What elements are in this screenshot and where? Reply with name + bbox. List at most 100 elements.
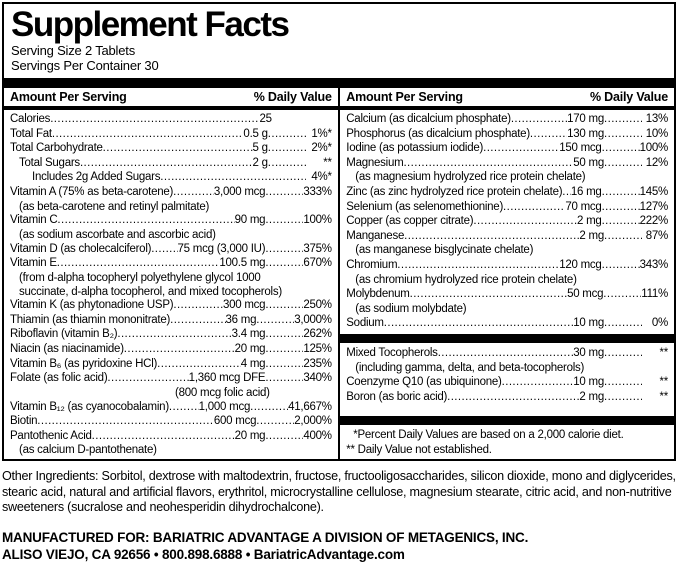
nutrient-detail-note: (as sodium ascorbate and ascorbic acid) bbox=[19, 228, 216, 241]
dot-leader bbox=[52, 127, 244, 142]
dot-leader bbox=[151, 242, 177, 257]
nutrient-row: Selenium (as selenomethionine) 70 mcg 127% bbox=[346, 200, 668, 215]
facts-column-left: Amount Per Serving % Daily Value Calorie… bbox=[4, 88, 338, 459]
nutrient-row: Zinc (as zinc hydrolyzed rice protein ch… bbox=[346, 185, 668, 200]
daily-value-percent: 235% bbox=[303, 357, 332, 370]
nutrient-detail-note: (as chromium hydrolyzed rice protein che… bbox=[355, 273, 577, 286]
dot-leader bbox=[103, 141, 253, 156]
dot-leader bbox=[157, 357, 241, 372]
dot-leader bbox=[265, 357, 303, 372]
servings-per-container-line: Servings Per Container 30 bbox=[11, 57, 159, 73]
dot-leader bbox=[602, 185, 640, 200]
nutrient-detail-note: (from d-alpha tocopheryl polyethylene gl… bbox=[19, 271, 261, 284]
nutrient-row: Molybdenum 50 mcg 111% bbox=[346, 287, 668, 302]
dot-leader bbox=[265, 256, 303, 271]
nutrient-amount: 130 mg bbox=[567, 127, 604, 140]
nutrient-row: Calories 25 bbox=[10, 112, 332, 127]
nutrient-name: Folate (as folic acid) bbox=[10, 372, 108, 385]
nutrient-row: Includes 2g Added Sugars 4%* bbox=[10, 170, 332, 185]
facts-column-right: Amount Per Serving % Daily Value Calcium… bbox=[340, 88, 674, 459]
daily-value-header: % Daily Value bbox=[253, 90, 332, 104]
daily-value-percent: 340% bbox=[303, 372, 332, 385]
nutrient-detail-note: (including gamma, delta, and beta-tocoph… bbox=[355, 361, 585, 374]
nutrient-name: Riboflavin (vitamin B₂) bbox=[10, 328, 118, 341]
daily-value-percent: 125% bbox=[303, 343, 332, 355]
nutrient-amount: 600 mcg bbox=[213, 415, 257, 428]
nutrient-amount: 170 mg bbox=[567, 113, 604, 125]
dot-leader bbox=[604, 229, 642, 244]
dot-leader bbox=[268, 141, 306, 156]
daily-value-header: % Daily Value bbox=[590, 90, 668, 104]
nutrient-name: Vitamin A (75% as beta-carotene) bbox=[10, 185, 174, 198]
daily-value-percent: 0% bbox=[651, 317, 668, 330]
nutrient-name: Sodium bbox=[346, 317, 384, 330]
nutrient-row: Vitamin E 100.5 mg 670% bbox=[10, 256, 332, 271]
dot-leader bbox=[124, 342, 235, 357]
nutrient-detail-note: (as beta-carotene and retinyl palmitate) bbox=[19, 200, 210, 213]
dot-leader bbox=[511, 112, 567, 127]
nutrient-amount: 3.4 mg bbox=[231, 328, 266, 341]
dot-leader bbox=[80, 156, 253, 171]
dot-leader bbox=[473, 214, 577, 229]
nutrient-name: Vitamin D (as cholecalciferol) bbox=[10, 242, 152, 255]
nutrient-row: Sodium 10 mg 0% bbox=[346, 316, 668, 331]
amount-per-serving-header: Amount Per Serving bbox=[10, 90, 127, 104]
dot-leader bbox=[602, 141, 640, 156]
nutrient-name: Vitamin K (as phytonadione USP) bbox=[10, 299, 174, 312]
nutrient-amount: 2 mg bbox=[579, 390, 604, 403]
dot-leader bbox=[604, 375, 642, 390]
nutrient-row: Vitamin K (as phytonadione USP) 300 mcg 25… bbox=[10, 298, 332, 313]
daily-value-percent: 1%* bbox=[311, 127, 332, 140]
footnote-line: *Percent Daily Values are based on a 2,0… bbox=[353, 429, 624, 442]
nutrient-row: Calcium (as dicalcium phosphate) 170 mg 13… bbox=[346, 112, 668, 127]
nutrient-amount: 20 mg bbox=[234, 343, 266, 355]
nutrient-name: Total Sugars bbox=[19, 156, 80, 169]
nutrient-name: Coenzyme Q10 (as ubiquinone) bbox=[346, 376, 502, 389]
daily-value-percent: 145% bbox=[639, 185, 669, 198]
nutrient-name: Vitamin C bbox=[10, 214, 58, 227]
dot-leader bbox=[160, 170, 305, 185]
nutrient-row: Phosphorus (as dicalcium phosphate) 130 m… bbox=[346, 127, 668, 142]
nutrient-name: Magnesium bbox=[346, 156, 404, 169]
manufacturer-address-line: ALISO VIEJO, CA 92656 • 800.898.6888 • B… bbox=[2, 546, 405, 562]
nutrient-row: Thiamin (as thiamin mononitrate) 36 mg 3,0… bbox=[10, 313, 332, 328]
dot-leader bbox=[502, 375, 574, 390]
nutrient-name: Chromium bbox=[346, 258, 398, 271]
nutrient-amount: 300 mcg bbox=[222, 299, 266, 312]
nutrient-detail-note: succinate, d-alpha tocopherol, and mixed… bbox=[19, 285, 282, 298]
daily-value-percent: 2,000% bbox=[294, 415, 332, 428]
daily-value-percent: 100% bbox=[303, 214, 332, 227]
daily-value-percent: 127% bbox=[639, 200, 669, 213]
nutrient-amount: 120 mcg bbox=[559, 258, 602, 271]
dot-leader bbox=[57, 213, 234, 228]
nutrient-amount: 5 g bbox=[252, 142, 269, 155]
daily-value-percent: 13% bbox=[645, 113, 669, 125]
nutrient-row: Copper (as copper citrate) 2 mg 222% bbox=[346, 214, 668, 229]
dot-leader bbox=[57, 256, 220, 271]
dot-leader bbox=[37, 414, 214, 429]
dot-leader bbox=[403, 156, 573, 171]
dot-leader bbox=[384, 316, 574, 331]
amount-per-serving-header: Amount Per Serving bbox=[346, 90, 463, 104]
nutrient-amount: 1,000 mcg bbox=[198, 400, 251, 413]
dot-leader bbox=[604, 112, 642, 127]
nutrient-row: Vitamin A (75% as beta-carotene) 3,000 mc… bbox=[10, 185, 332, 200]
dot-leader bbox=[530, 127, 567, 142]
nutrient-name: Vitamin B₁₂ (as cyanocobalamin) bbox=[10, 400, 169, 413]
dot-leader bbox=[265, 185, 303, 200]
dot-leader bbox=[265, 298, 303, 313]
dot-leader bbox=[173, 185, 214, 200]
nutrient-rows-right: Calcium (as dicalcium phosphate) 170 mg 13… bbox=[340, 110, 674, 459]
daily-value-percent: 2%* bbox=[311, 142, 332, 155]
nutrient-amount: 2 g bbox=[252, 156, 269, 169]
nutrient-row: Total Fat 0.5 g 1%* bbox=[10, 127, 332, 142]
nutrient-amount: 50 mg bbox=[573, 156, 604, 169]
daily-value-percent: ** bbox=[323, 156, 332, 169]
nutrient-name: Total Fat bbox=[10, 127, 52, 140]
nutrient-amount: 50 mcg bbox=[567, 288, 604, 301]
nutrient-row: Mixed Tocopherols 30 mg ** bbox=[346, 346, 668, 361]
spacer bbox=[272, 112, 332, 127]
dot-leader bbox=[602, 200, 640, 215]
nutrient-amount: 10 mg bbox=[573, 317, 604, 330]
nutrient-name: Includes 2g Added Sugars bbox=[32, 171, 161, 184]
